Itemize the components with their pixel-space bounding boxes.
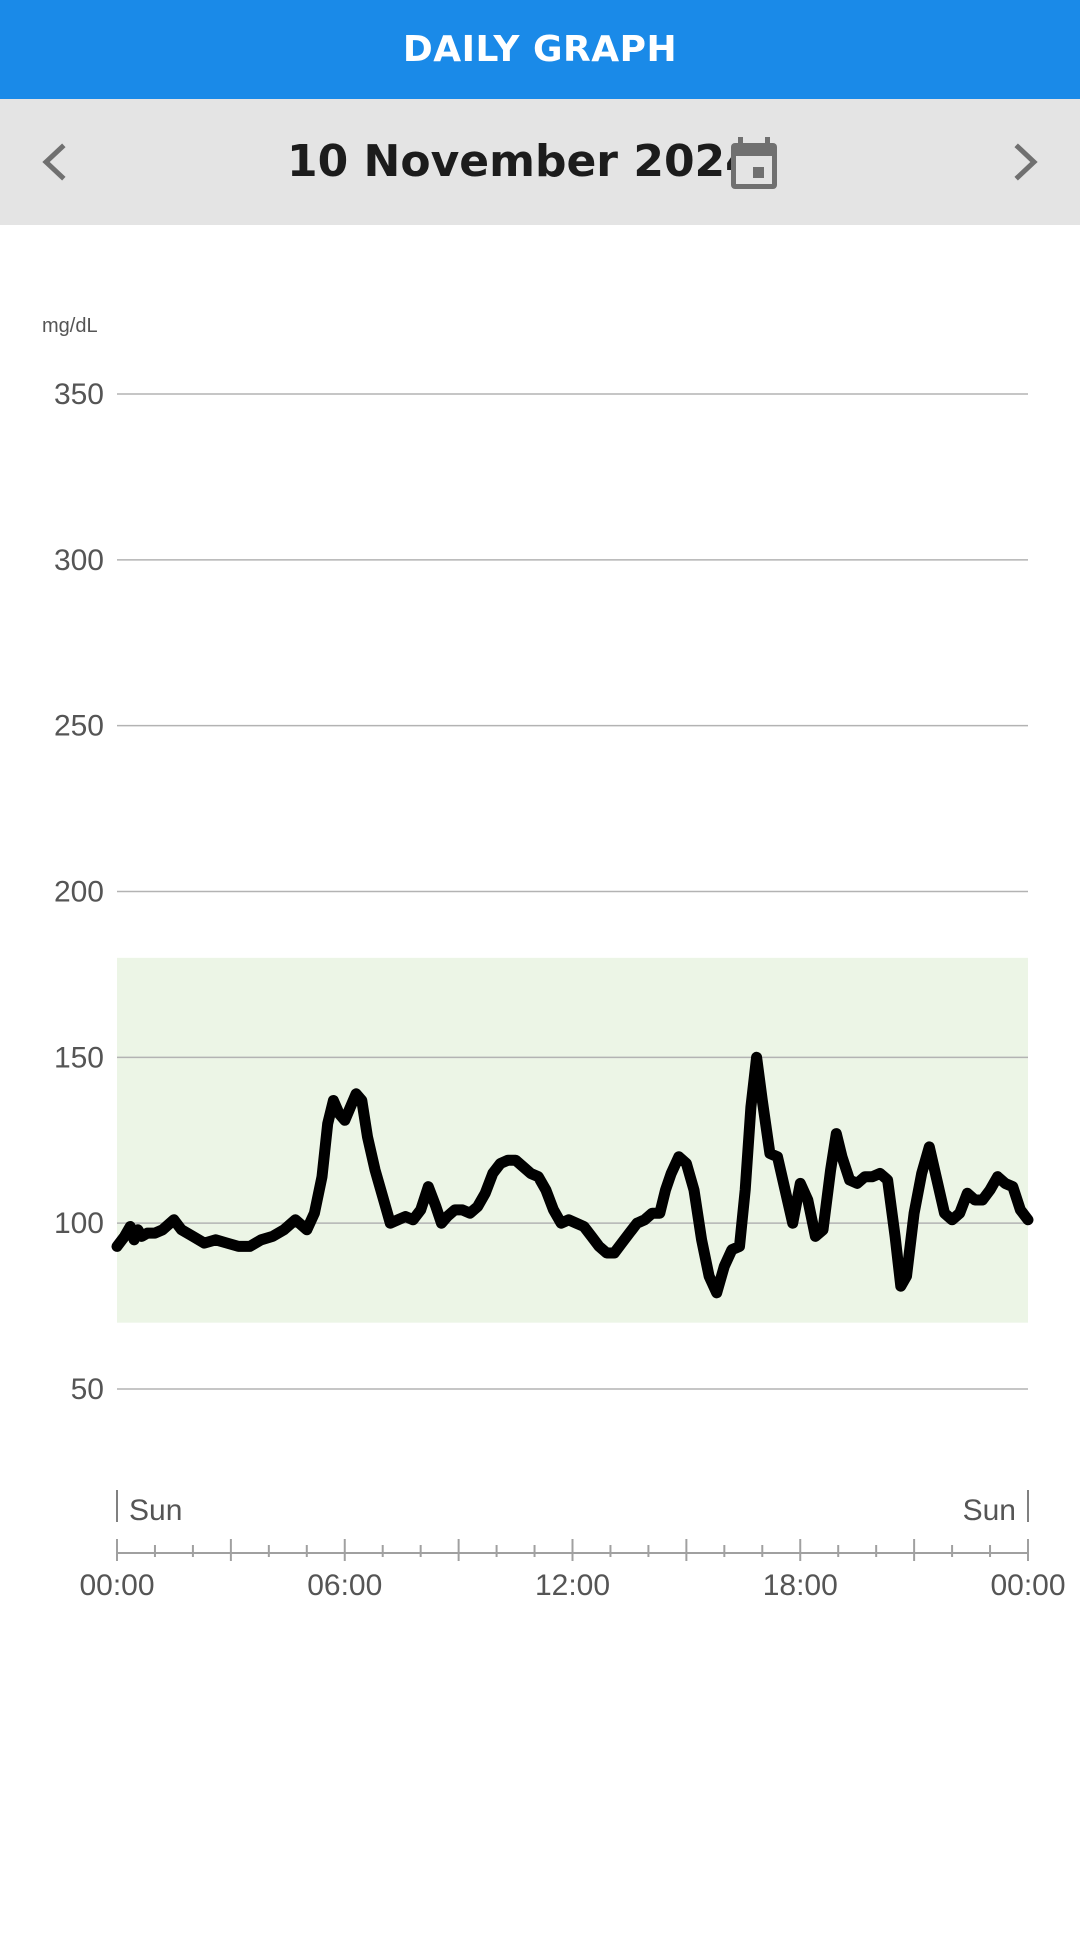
chevron-right-icon: [1014, 143, 1038, 181]
chevron-left-icon: [42, 143, 66, 181]
y-tick-label: 350: [54, 378, 104, 411]
selected-date[interactable]: 10 November 2024: [287, 136, 756, 187]
y-tick-label: 300: [54, 544, 104, 577]
x-tick-label: 06:00: [307, 1569, 382, 1602]
x-tick-label: 18:00: [763, 1569, 838, 1602]
x-tick-label: 00:00: [990, 1569, 1065, 1602]
y-tick-label: 200: [54, 876, 104, 909]
day-label-end: Sun: [963, 1494, 1016, 1527]
previous-day-button[interactable]: [18, 127, 88, 197]
y-tick-label: 50: [71, 1373, 104, 1406]
app-header: DAILY GRAPH: [0, 0, 1080, 99]
glucose-series-line: [111, 1051, 1034, 1299]
y-axis-unit-label: mg/dL: [42, 315, 98, 337]
calendar-icon: [731, 137, 777, 189]
day-label-start: Sun: [129, 1494, 182, 1527]
y-tick-label: 150: [54, 1041, 104, 1074]
page-title: DAILY GRAPH: [402, 29, 678, 70]
y-tick-label: 100: [54, 1207, 104, 1240]
x-tick-label: 12:00: [535, 1569, 610, 1602]
calendar-button[interactable]: [723, 129, 785, 195]
glucose-chart: 50 100 150 200 250 300 350 mg/dL Sun Sun 00:00 0…: [42, 315, 1066, 1602]
x-tick-label: 00:00: [79, 1569, 154, 1602]
target-range-band: [117, 957, 1028, 1323]
y-tick-label: 250: [54, 710, 104, 743]
next-day-button[interactable]: [992, 127, 1062, 197]
date-navigation-bar: 10 November 2024: [0, 99, 1080, 225]
